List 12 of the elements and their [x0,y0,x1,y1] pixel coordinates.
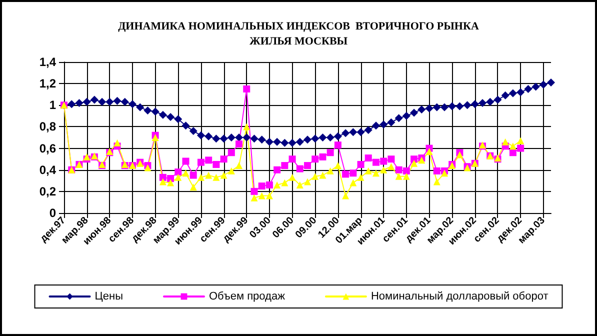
chart-title: ДИНАМИКА НОМИНАЛЬНЫХ ИНДЕКСОВ ВТОРИЧНОГО РЫНКА ЖИЛЬЯ МОСКВЫ [118,20,479,48]
y-tick-label: 0,8 [39,120,56,134]
y-tick-label: 0,6 [39,141,56,156]
legend-label: Номинальный долларовый оборот [370,290,548,302]
y-tick-label: 0,2 [39,184,56,198]
y-tick-label: 0,4 [39,162,56,177]
y-tick-label: 1,4 [39,55,56,69]
legend-label: Объем продаж [208,290,286,302]
y-tick-label: 1,2 [39,76,56,91]
y-tick-label: 0 [49,206,56,220]
y-tick-label: 1 [49,98,56,112]
legend-label: Цены [94,290,124,302]
